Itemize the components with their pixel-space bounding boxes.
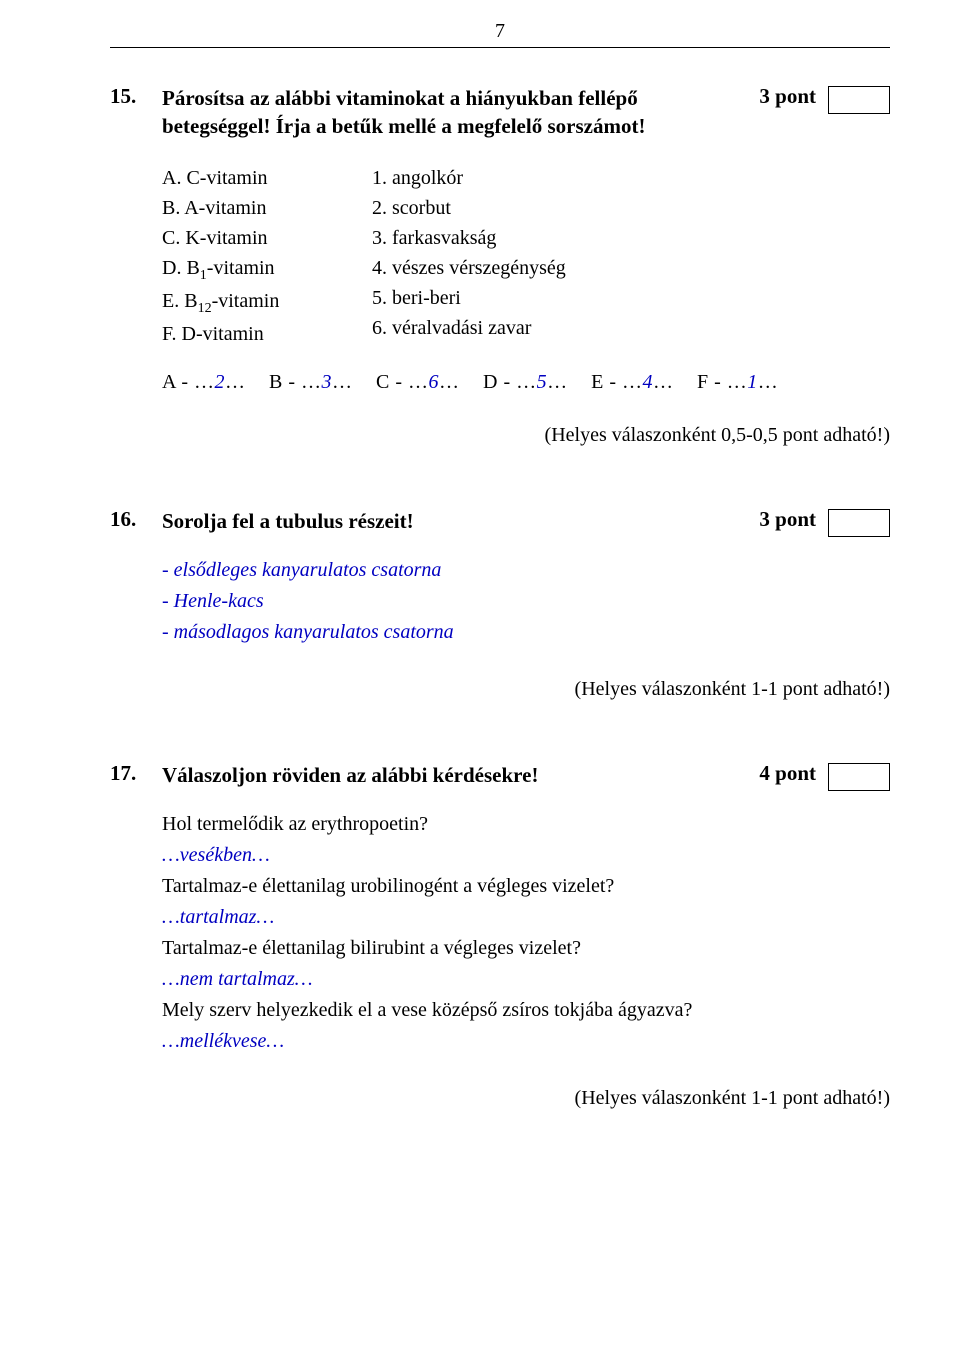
answer-value: 4 bbox=[643, 371, 654, 393]
answer-item: - elsődleges kanyarulatos csatorna bbox=[162, 555, 890, 586]
list-item: F. D-vitamin bbox=[162, 319, 372, 349]
sub-answer: …tartalmaz… bbox=[162, 902, 890, 933]
answer-value: 5 bbox=[537, 371, 548, 393]
answer-item: - másodlagos kanyarulatos csatorna bbox=[162, 617, 890, 648]
matching-lists: A. C-vitamin B. A-vitamin C. K-vitamin D… bbox=[162, 163, 890, 349]
label-part: -vitamin bbox=[207, 257, 275, 279]
question-points: 3 pont bbox=[759, 84, 816, 109]
answer-list: - elsődleges kanyarulatos csatorna - Hen… bbox=[162, 555, 890, 648]
question-prompt: Párosítsa az alábbi vitaminokat a hiányu… bbox=[162, 84, 741, 141]
scoring-note: (Helyes válaszonként 0,5-0,5 pont adható… bbox=[110, 424, 890, 447]
score-box bbox=[828, 763, 890, 791]
page-number: 7 bbox=[110, 20, 890, 43]
list-item: C. K-vitamin bbox=[162, 223, 372, 253]
question-header: 15. Párosítsa az alábbi vitaminokat a hi… bbox=[110, 84, 890, 141]
score-box bbox=[828, 509, 890, 537]
scoring-note: (Helyes válaszonként 1-1 pont adható!) bbox=[110, 1087, 890, 1110]
prompt-line: Párosítsa az alábbi vitaminokat a hiányu… bbox=[162, 86, 638, 110]
document-page: 7 15. Párosítsa az alábbi vitaminokat a … bbox=[0, 0, 960, 1361]
sub-question: Tartalmaz-e élettanilag urobilinogént a … bbox=[162, 871, 890, 902]
question-15: 15. Párosítsa az alábbi vitaminokat a hi… bbox=[110, 84, 890, 447]
question-17: 17. Válaszoljon röviden az alábbi kérdés… bbox=[110, 761, 890, 1110]
answer-value: 3 bbox=[322, 371, 333, 393]
question-number: 17. bbox=[110, 761, 162, 786]
sub-answer: …mellékvese… bbox=[162, 1026, 890, 1057]
label-part: D. B bbox=[162, 257, 200, 279]
list-item: D. B1-vitamin bbox=[162, 253, 372, 286]
subscript: 1 bbox=[200, 268, 207, 283]
answer-value: 2 bbox=[215, 371, 226, 393]
answer-value: 1 bbox=[747, 371, 758, 393]
sub-answer: …vesékben… bbox=[162, 840, 890, 871]
top-rule bbox=[110, 47, 890, 48]
question-number: 15. bbox=[110, 84, 162, 109]
question-16: 16. Sorolja fel a tubulus részeit! 3 pon… bbox=[110, 507, 890, 701]
sub-answer: …nem tartalmaz… bbox=[162, 964, 890, 995]
question-header: 17. Válaszoljon röviden az alábbi kérdés… bbox=[110, 761, 890, 791]
list-right: 1. angolkór 2. scorbut 3. farkasvakság 4… bbox=[372, 163, 890, 349]
answer-value: 6 bbox=[429, 371, 440, 393]
list-item: 1. angolkór bbox=[372, 163, 890, 193]
list-item: 2. scorbut bbox=[372, 193, 890, 223]
list-item: A. C-vitamin bbox=[162, 163, 372, 193]
question-prompt: Válaszoljon röviden az alábbi kérdésekre… bbox=[162, 761, 741, 789]
question-number: 16. bbox=[110, 507, 162, 532]
score-box bbox=[828, 86, 890, 114]
list-item: 4. vészes vérszegénység bbox=[372, 253, 890, 283]
question-points: 4 pont bbox=[759, 761, 816, 786]
list-item: 6. véralvadási zavar bbox=[372, 313, 890, 343]
question-prompt: Sorolja fel a tubulus részeit! bbox=[162, 507, 741, 535]
list-item: 5. beri-beri bbox=[372, 283, 890, 313]
sub-question: Tartalmaz-e élettanilag bilirubint a vég… bbox=[162, 933, 890, 964]
list-item: 3. farkasvakság bbox=[372, 223, 890, 253]
list-item: E. B12-vitamin bbox=[162, 286, 372, 319]
sub-question: Mely szerv helyezkedik el a vese középső… bbox=[162, 995, 890, 1026]
answer-item: - Henle-kacs bbox=[162, 586, 890, 617]
list-item: B. A-vitamin bbox=[162, 193, 372, 223]
answer-row: A - …2… B - …3… C - …6… D - …5… E - …4… … bbox=[162, 371, 890, 394]
qa-block: Hol termelődik az erythropoetin? …vesékb… bbox=[162, 809, 890, 1057]
question-header: 16. Sorolja fel a tubulus részeit! 3 pon… bbox=[110, 507, 890, 537]
scoring-note: (Helyes válaszonként 1-1 pont adható!) bbox=[110, 678, 890, 701]
question-points: 3 pont bbox=[759, 507, 816, 532]
subscript: 12 bbox=[198, 301, 212, 316]
label-part: -vitamin bbox=[212, 290, 280, 312]
sub-question: Hol termelődik az erythropoetin? bbox=[162, 809, 890, 840]
prompt-line: betegséggel! Írja a betűk mellé a megfel… bbox=[162, 114, 645, 138]
label-part: E. B bbox=[162, 290, 198, 312]
list-left: A. C-vitamin B. A-vitamin C. K-vitamin D… bbox=[162, 163, 372, 349]
